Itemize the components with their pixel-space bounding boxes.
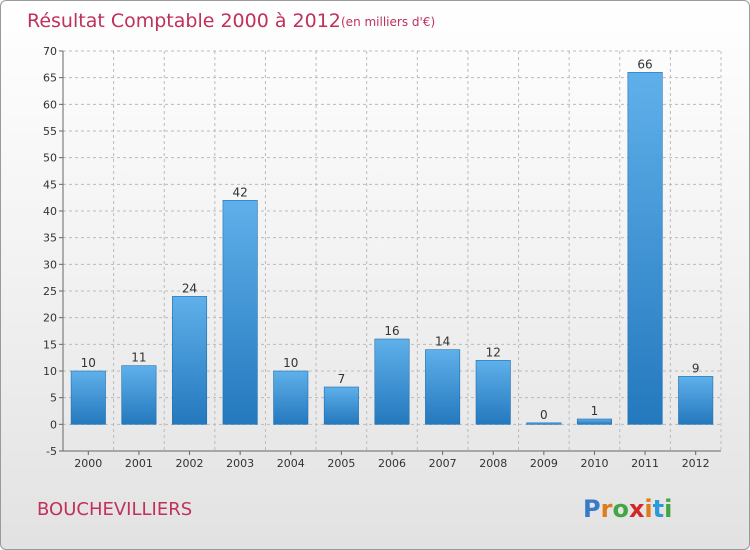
value-label-2006: 16 xyxy=(384,324,399,338)
value-label-2009: 0 xyxy=(540,408,548,422)
value-label-2010: 1 xyxy=(591,404,599,418)
bar-2012[interactable] xyxy=(678,376,714,425)
value-label-2000: 10 xyxy=(81,356,96,370)
x-tick-label-2009: 2009 xyxy=(530,457,558,470)
x-tick-label-2012: 2012 xyxy=(682,457,710,470)
value-label-2004: 10 xyxy=(283,356,298,370)
bar-2006[interactable] xyxy=(374,338,410,425)
proxiti-logo[interactable]: Proxiti xyxy=(583,495,672,523)
y-tick-label: 30 xyxy=(43,258,57,271)
y-tick-label: -5 xyxy=(46,445,57,458)
bar-2005[interactable] xyxy=(323,386,359,425)
bar-2009[interactable] xyxy=(526,422,562,425)
value-label-2003: 42 xyxy=(233,185,248,199)
logo-letter: x xyxy=(629,495,645,523)
bars: 10 11 24 42 10 7 16 14 12 0 1 66 9 xyxy=(70,57,714,425)
bar-2000[interactable] xyxy=(70,370,106,425)
logo-letter: i xyxy=(664,495,672,523)
bar-2007[interactable] xyxy=(425,349,461,425)
value-label-2008: 12 xyxy=(486,345,501,359)
x-tick-label-2000: 2000 xyxy=(74,457,102,470)
y-tick-label: 70 xyxy=(43,45,57,58)
y-tick-label: 10 xyxy=(43,365,57,378)
bar-2010[interactable] xyxy=(576,418,612,425)
chart-subtitle: (en milliers d'€) xyxy=(341,15,435,29)
y-tick-label: 45 xyxy=(43,178,57,191)
value-label-2007: 14 xyxy=(435,335,450,349)
value-label-2012: 9 xyxy=(692,361,700,375)
bar-2011[interactable] xyxy=(627,72,663,425)
y-tick-label: 40 xyxy=(43,205,57,218)
x-tick-label-2011: 2011 xyxy=(631,457,659,470)
bar-2004[interactable] xyxy=(273,370,309,425)
x-tick-label-2010: 2010 xyxy=(580,457,608,470)
value-label-2005: 7 xyxy=(338,372,346,386)
x-tick-label-2001: 2001 xyxy=(125,457,153,470)
y-tick-label: 5 xyxy=(50,392,57,405)
y-tick-label: 60 xyxy=(43,98,57,111)
y-tick-label: 25 xyxy=(43,285,57,298)
logo-letter: i xyxy=(644,495,652,523)
logo-letter: P xyxy=(583,495,601,523)
value-label-2011: 66 xyxy=(637,57,652,71)
x-tick-label-2005: 2005 xyxy=(327,457,355,470)
y-tick-label: 15 xyxy=(43,338,57,351)
value-label-2001: 11 xyxy=(131,351,146,365)
x-tick-label-2003: 2003 xyxy=(226,457,254,470)
x-tick-label-2004: 2004 xyxy=(277,457,305,470)
bar-2002[interactable] xyxy=(172,296,208,425)
logo-letter: r xyxy=(601,495,613,523)
bar-2001[interactable] xyxy=(121,365,157,425)
y-tick-label: 65 xyxy=(43,72,57,85)
y-tick-label: 20 xyxy=(43,312,57,325)
y-tick-label: 55 xyxy=(43,125,57,138)
bar-2003[interactable] xyxy=(222,200,258,425)
y-tick-label: 50 xyxy=(43,152,57,165)
y-tick-label: 35 xyxy=(43,232,57,245)
x-tick-label-2007: 2007 xyxy=(429,457,457,470)
x-tick-label-2002: 2002 xyxy=(176,457,204,470)
chart-title: Résultat Comptable 2000 à 2012 xyxy=(27,10,341,32)
x-tick-label-2008: 2008 xyxy=(479,457,507,470)
value-label-2002: 24 xyxy=(182,281,197,295)
x-tick-label-2006: 2006 xyxy=(378,457,406,470)
logo-letter: t xyxy=(653,495,664,523)
logo-letter: o xyxy=(612,495,629,523)
bar-2008[interactable] xyxy=(475,360,511,425)
town-name: BOUCHEVILLIERS xyxy=(37,499,192,520)
y-tick-label: 0 xyxy=(50,418,57,431)
